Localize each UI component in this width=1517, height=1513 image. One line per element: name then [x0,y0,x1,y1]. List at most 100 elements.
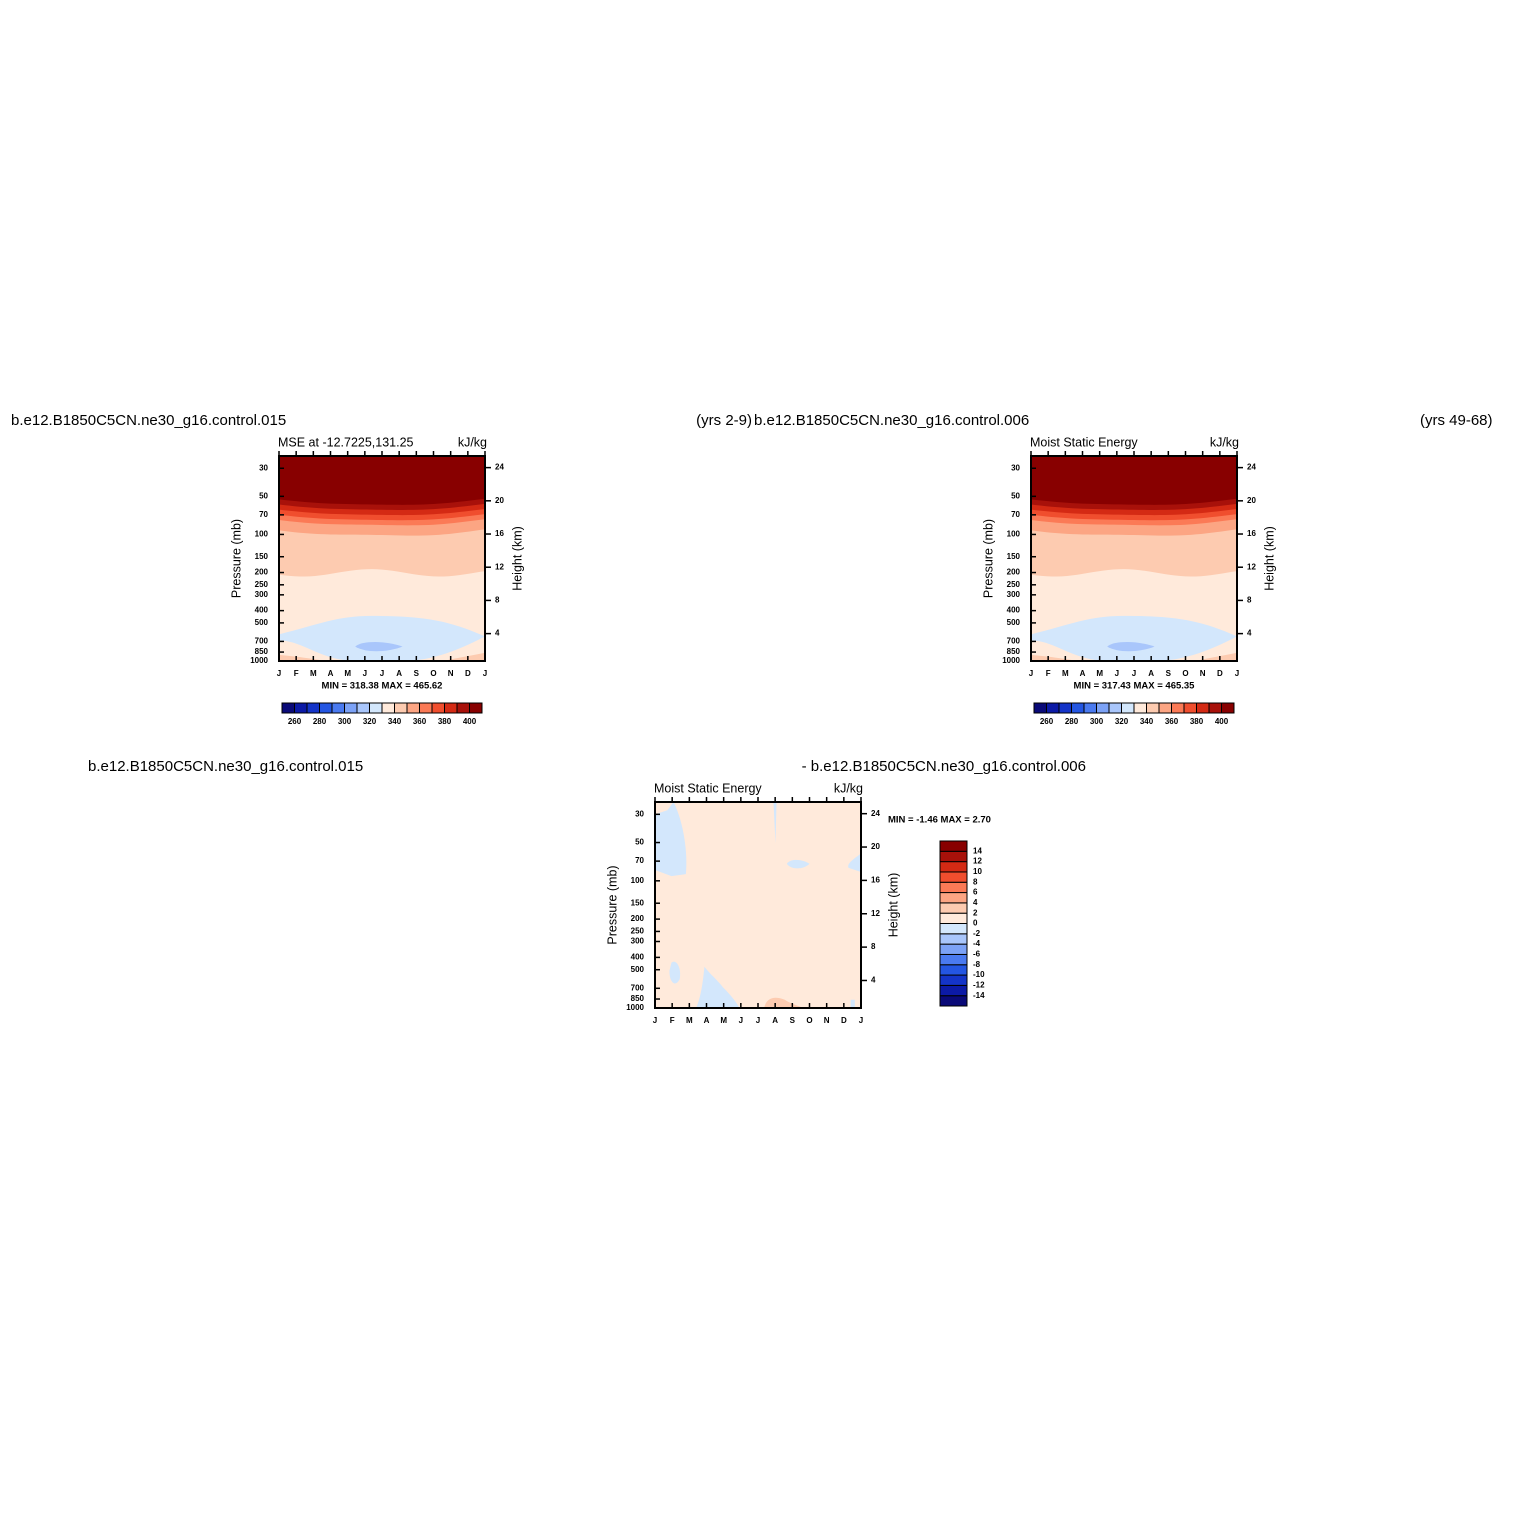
x-tick-label: O [1182,669,1188,678]
colorbar-box [939,902,968,914]
y-tick-label: 300 [255,590,269,599]
y2-axis-label: Height (km) [886,873,900,938]
x-tick-label: N [448,669,454,678]
stats: MIN = 317.43 MAX = 465.35 [1074,681,1196,692]
x-tick-label: J [363,669,367,678]
contour-fill [1195,652,1237,661]
colorbar-box [939,984,968,997]
contour-fill [669,961,681,984]
colorbar-box [469,702,483,714]
x-tick-label: A [328,669,334,678]
x-tick-label: O [806,1016,812,1025]
y-tick-label: 30 [635,809,644,818]
y2-axis-label: Height (km) [1262,526,1276,591]
contour-fill [655,802,861,1008]
colorbar-box [1033,702,1047,714]
x-tick-label: N [824,1016,830,1025]
y-tick-label: 150 [1007,552,1021,561]
y-axis-label: Pressure (mb) [981,519,995,598]
colorbar-box [1133,702,1147,714]
left-title: b.e12.B1850C5CN.ne30_g16.control.006 [754,412,1029,429]
x-tick-label: J [1132,669,1136,678]
colorbar-box [939,840,968,852]
y2-tick-label: 16 [495,529,504,538]
x-tick-label: J [380,669,384,678]
colorbar-label: 380 [438,717,452,726]
y-tick-label: 200 [1007,568,1021,577]
colorbar-box [1071,702,1085,714]
colorbar-box [281,702,295,714]
colorbar-box [331,702,345,714]
y2-tick-label: 16 [871,876,880,885]
colorbar-box [319,702,333,714]
y-tick-label: 300 [631,937,645,946]
colorbar-box [444,702,458,714]
right-title: (yrs 2-9) [696,412,752,429]
colorbar-label: 6 [973,888,978,897]
x-tick-label: D [1217,669,1223,678]
plot-title: Moist Static Energy [654,781,762,795]
x-tick-label: M [344,669,351,678]
y-tick-label: 400 [255,606,269,615]
colorbar-box [294,702,308,714]
y2-tick-label: 12 [495,562,504,571]
colorbar-box [1108,702,1122,714]
colorbar-box [939,995,968,1007]
y-tick-label: 200 [255,568,269,577]
y-tick-label: 150 [631,898,645,907]
colorbar-label: -2 [973,929,981,938]
colorbar-box [369,702,383,714]
y-tick-label: 30 [1011,463,1020,472]
y-tick-label: 700 [631,983,645,992]
y-tick-label: 700 [255,637,269,646]
y-tick-label: 1000 [250,656,268,665]
contour-fill [355,642,403,652]
colorbar-box [381,702,395,714]
colorbar-box [1158,702,1172,714]
y2-tick-label: 8 [1247,596,1252,605]
y-tick-label: 50 [259,491,268,500]
colorbar-box [419,702,433,714]
y-tick-label: 850 [255,647,269,656]
y-tick-label: 70 [1011,510,1020,519]
colorbar-box [939,892,968,904]
x-tick-label: S [1166,669,1172,678]
stats: MIN = -1.46 MAX = 2.70 [888,815,991,826]
y-tick-label: 250 [255,580,269,589]
plot-title: MSE at -12.7225,131.25 [278,435,414,449]
colorbar-label: 380 [1190,717,1204,726]
y2-tick-label: 16 [1247,529,1256,538]
y-tick-label: 300 [1007,590,1021,599]
y-tick-label: 850 [1007,647,1021,656]
colorbar-box [939,953,968,966]
contour-fill [850,999,855,1008]
x-tick-label: J [1029,669,1033,678]
colorbar-label: 340 [388,717,402,726]
x-tick-label: D [841,1016,847,1025]
left-title: b.e12.B1850C5CN.ne30_g16.control.015 [88,758,363,775]
y-tick-label: 400 [1007,606,1021,615]
x-tick-label: S [414,669,420,678]
units: kJ/kg [1210,435,1239,449]
x-tick-label: J [483,669,487,678]
colorbar-box [1221,702,1235,714]
right-title: - b.e12.B1850C5CN.ne30_g16.control.006 [802,758,1086,775]
contour-field [279,456,485,661]
colorbar-box [1183,702,1197,714]
y-tick-label: 200 [631,914,645,923]
colorbar-box [1058,702,1072,714]
plot-title: Moist Static Energy [1030,435,1138,449]
x-tick-label: O [430,669,436,678]
colorbar-box [431,702,445,714]
y-tick-label: 850 [631,994,645,1003]
y2-tick-label: 12 [871,909,880,918]
x-tick-label: M [1096,669,1103,678]
colorbar-label: 400 [1215,717,1229,726]
contour-fill [764,997,804,1008]
y2-tick-label: 24 [495,463,504,472]
y2-tick-label: 12 [1247,562,1256,571]
colorbar-label: -10 [973,970,985,979]
